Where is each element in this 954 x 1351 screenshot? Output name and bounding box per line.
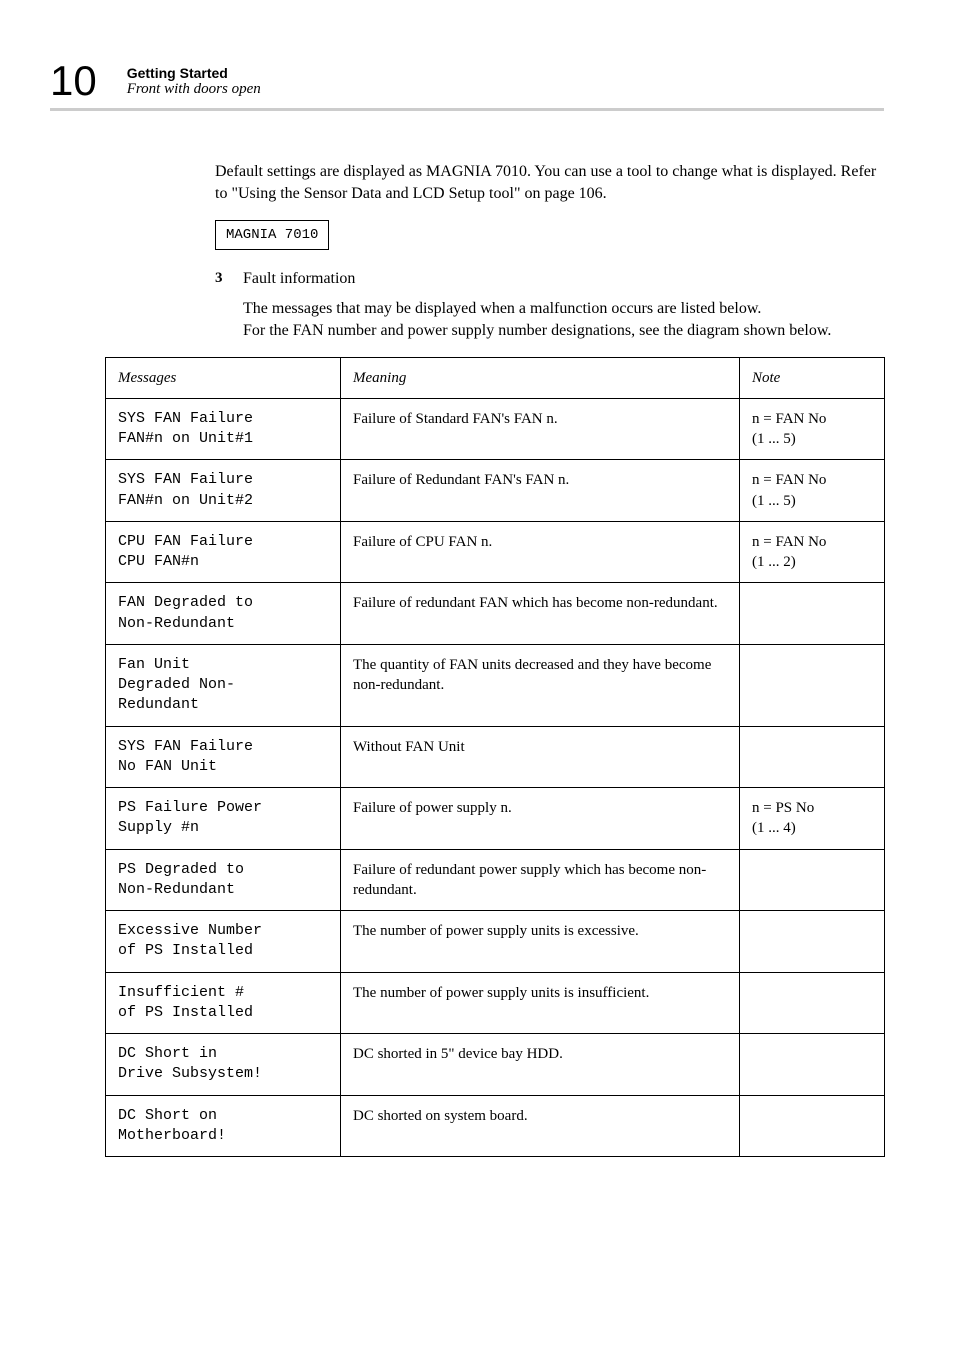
cell-note bbox=[740, 1095, 885, 1157]
table-row: SYS FAN Failure FAN#n on Unit#1 Failure … bbox=[106, 398, 885, 460]
table-row: SYS FAN Failure No FAN Unit Without FAN … bbox=[106, 726, 885, 788]
page-container: 10 Getting Started Front with doors open… bbox=[0, 0, 954, 1217]
cell-note bbox=[740, 849, 885, 911]
cell-meaning: Failure of redundant power supply which … bbox=[341, 849, 740, 911]
cell-note bbox=[740, 726, 885, 788]
cell-message: SYS FAN Failure No FAN Unit bbox=[106, 726, 341, 788]
page-number: 10 bbox=[50, 60, 97, 102]
table-row: PS Failure Power Supply #n Failure of po… bbox=[106, 788, 885, 850]
table-row: Insufficient # of PS Installed The numbe… bbox=[106, 972, 885, 1034]
lcd-display-box: MAGNIA 7010 bbox=[215, 220, 329, 250]
cell-meaning: Without FAN Unit bbox=[341, 726, 740, 788]
cell-message: PS Failure Power Supply #n bbox=[106, 788, 341, 850]
table-row: PS Degraded to Non-Redundant Failure of … bbox=[106, 849, 885, 911]
list-description: The messages that may be displayed when … bbox=[243, 298, 884, 343]
cell-meaning: Failure of CPU FAN n. bbox=[341, 521, 740, 583]
cell-meaning: The quantity of FAN units decreased and … bbox=[341, 644, 740, 726]
list-label: Fault information bbox=[243, 270, 355, 288]
cell-message: Fan Unit Degraded Non- Redundant bbox=[106, 644, 341, 726]
cell-message: SYS FAN Failure FAN#n on Unit#1 bbox=[106, 398, 341, 460]
list-number: 3 bbox=[215, 270, 243, 288]
table-row: Fan Unit Degraded Non- Redundant The qua… bbox=[106, 644, 885, 726]
cell-meaning: DC shorted in 5" device bay HDD. bbox=[341, 1034, 740, 1096]
table-row: FAN Degraded to Non-Redundant Failure of… bbox=[106, 583, 885, 645]
list-item-3: 3 Fault information bbox=[215, 270, 884, 288]
intro-paragraph: Default settings are displayed as MAGNIA… bbox=[215, 161, 884, 206]
cell-message: DC Short in Drive Subsystem! bbox=[106, 1034, 341, 1096]
cell-meaning: Failure of redundant FAN which has becom… bbox=[341, 583, 740, 645]
table-row: DC Short on Motherboard! DC shorted on s… bbox=[106, 1095, 885, 1157]
cell-message: DC Short on Motherboard! bbox=[106, 1095, 341, 1157]
section-title: Getting Started bbox=[127, 65, 261, 81]
cell-message: CPU FAN Failure CPU FAN#n bbox=[106, 521, 341, 583]
cell-note bbox=[740, 911, 885, 973]
cell-message: FAN Degraded to Non-Redundant bbox=[106, 583, 341, 645]
table-row: SYS FAN Failure FAN#n on Unit#2 Failure … bbox=[106, 460, 885, 522]
cell-message: Excessive Number of PS Installed bbox=[106, 911, 341, 973]
fault-messages-table: Messages Meaning Note SYS FAN Failure FA… bbox=[105, 357, 885, 1158]
cell-note: n = FAN No (1 ... 5) bbox=[740, 398, 885, 460]
table-row: DC Short in Drive Subsystem! DC shorted … bbox=[106, 1034, 885, 1096]
page-header: 10 Getting Started Front with doors open bbox=[50, 60, 884, 102]
table-row: CPU FAN Failure CPU FAN#n Failure of CPU… bbox=[106, 521, 885, 583]
cell-note bbox=[740, 972, 885, 1034]
col-header-messages: Messages bbox=[106, 357, 341, 398]
content-block: Default settings are displayed as MAGNIA… bbox=[215, 161, 884, 343]
cell-message: SYS FAN Failure FAN#n on Unit#2 bbox=[106, 460, 341, 522]
cell-message: Insufficient # of PS Installed bbox=[106, 972, 341, 1034]
cell-meaning: DC shorted on system board. bbox=[341, 1095, 740, 1157]
header-text-block: Getting Started Front with doors open bbox=[127, 65, 261, 102]
cell-meaning: The number of power supply units is insu… bbox=[341, 972, 740, 1034]
cell-note: n = PS No (1 ... 4) bbox=[740, 788, 885, 850]
cell-meaning: Failure of Standard FAN's FAN n. bbox=[341, 398, 740, 460]
subsection-title: Front with doors open bbox=[127, 81, 261, 98]
table-row: Excessive Number of PS Installed The num… bbox=[106, 911, 885, 973]
cell-meaning: Failure of power supply n. bbox=[341, 788, 740, 850]
table-header-row: Messages Meaning Note bbox=[106, 357, 885, 398]
cell-meaning: Failure of Redundant FAN's FAN n. bbox=[341, 460, 740, 522]
cell-note bbox=[740, 583, 885, 645]
cell-note bbox=[740, 1034, 885, 1096]
header-rule bbox=[50, 108, 884, 111]
cell-note bbox=[740, 644, 885, 726]
cell-note: n = FAN No (1 ... 2) bbox=[740, 521, 885, 583]
col-header-note: Note bbox=[740, 357, 885, 398]
cell-note: n = FAN No (1 ... 5) bbox=[740, 460, 885, 522]
col-header-meaning: Meaning bbox=[341, 357, 740, 398]
cell-meaning: The number of power supply units is exce… bbox=[341, 911, 740, 973]
cell-message: PS Degraded to Non-Redundant bbox=[106, 849, 341, 911]
